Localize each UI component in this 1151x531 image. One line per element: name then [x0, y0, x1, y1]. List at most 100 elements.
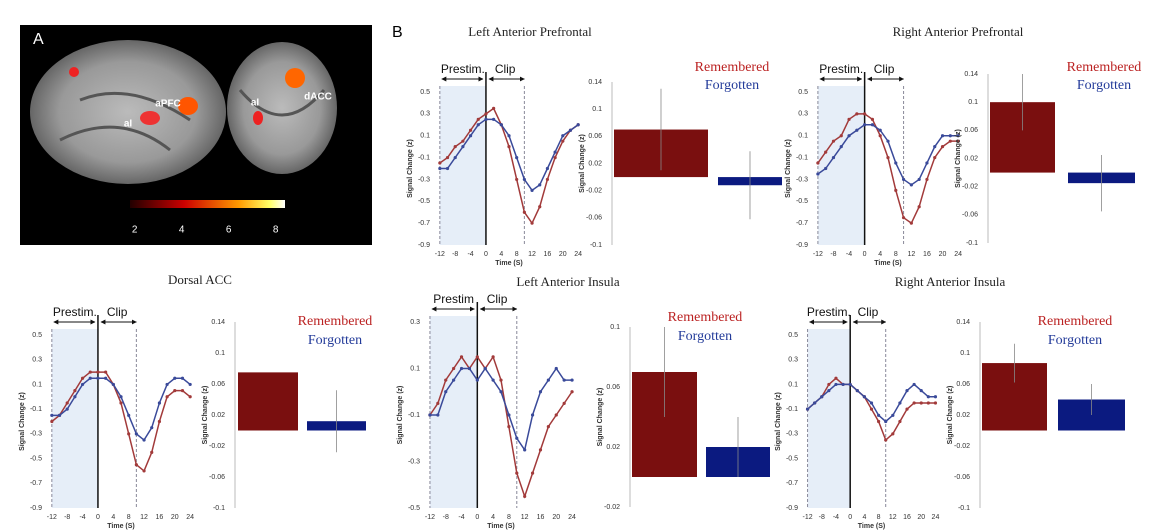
prestim-shade — [808, 329, 851, 508]
region-label: aI — [251, 98, 260, 109]
y-tick-label: -0.5 — [408, 505, 420, 512]
point — [507, 413, 510, 416]
legend-label: Remembered — [1038, 314, 1113, 329]
x-tick-label: 8 — [507, 514, 511, 521]
point — [871, 118, 874, 121]
point — [554, 151, 557, 154]
point — [898, 401, 901, 404]
point — [461, 140, 464, 143]
point — [492, 379, 495, 382]
point — [824, 167, 827, 170]
point — [484, 367, 487, 370]
x-tick-label: -8 — [443, 514, 449, 521]
point — [827, 383, 830, 386]
point — [884, 420, 887, 423]
y-tick-label: -0.5 — [786, 455, 798, 462]
chart-title: Left Anterior Prefrontal — [468, 24, 592, 39]
x-tick-label: 24 — [568, 514, 576, 521]
y-tick-label: -0.7 — [418, 220, 430, 227]
point — [530, 222, 533, 225]
point — [112, 383, 115, 386]
panel-label: A — [33, 31, 44, 48]
chart-title: Left Anterior Insula — [516, 274, 619, 289]
prestim-label: Prestim. — [441, 62, 485, 76]
point — [816, 172, 819, 175]
point — [902, 178, 905, 181]
x-tick-label: 4 — [111, 514, 115, 521]
y-tick-label: 0.1 — [592, 106, 602, 113]
point — [189, 383, 192, 386]
x-tick-label: -8 — [64, 514, 70, 521]
y-tick-label: 0.5 — [420, 89, 430, 96]
x-tick-label: 20 — [917, 514, 925, 521]
point — [570, 390, 573, 393]
x-tick-label: 16 — [156, 514, 164, 521]
y-tick-label: -0.5 — [796, 198, 808, 205]
point — [469, 129, 472, 132]
point — [569, 129, 572, 132]
y-tick-label: 0.3 — [420, 111, 430, 118]
point — [886, 156, 889, 159]
point — [894, 189, 897, 192]
point — [515, 472, 518, 475]
y-axis-label: Signal Change (z) — [397, 386, 404, 445]
point — [477, 118, 480, 121]
point — [150, 451, 153, 454]
y-axis-label: Signal Change (z) — [955, 129, 962, 188]
point — [58, 414, 61, 417]
point — [933, 156, 936, 159]
chart-title: Dorsal ACC — [168, 272, 232, 287]
point — [546, 178, 549, 181]
point — [436, 402, 439, 405]
point — [561, 134, 564, 137]
point — [905, 408, 908, 411]
x-tick-label: -12 — [813, 251, 823, 258]
point — [563, 379, 566, 382]
point — [806, 408, 809, 411]
point — [454, 156, 457, 159]
prestim-shade — [440, 86, 486, 245]
x-tick-label: 16 — [537, 514, 545, 521]
point — [927, 395, 930, 398]
x-axis-label: Time (S) — [107, 523, 135, 530]
region-label: aPFC — [155, 99, 181, 110]
y-tick-label: -0.1 — [418, 154, 430, 161]
y-tick-label: 0.3 — [410, 319, 420, 326]
point — [454, 145, 457, 148]
point — [918, 178, 921, 181]
point — [925, 178, 928, 181]
point — [910, 222, 913, 225]
point — [863, 112, 866, 115]
y-tick-label: 0.5 — [798, 89, 808, 96]
y-tick-label: 0.14 — [964, 71, 978, 78]
activation — [178, 97, 198, 115]
y-tick-label: 0.1 — [32, 381, 42, 388]
point — [438, 161, 441, 164]
sagittal-brain — [30, 40, 226, 184]
point — [927, 401, 930, 404]
x-tick-label: 0 — [484, 251, 488, 258]
y-tick-label: -0.1 — [408, 412, 420, 419]
point — [832, 140, 835, 143]
point — [515, 437, 518, 440]
x-tick-label: 0 — [475, 514, 479, 521]
point — [499, 379, 502, 382]
point — [879, 129, 882, 132]
activation — [253, 111, 263, 125]
x-tick-label: 24 — [954, 251, 962, 258]
point — [840, 134, 843, 137]
point — [127, 414, 130, 417]
point — [96, 377, 99, 380]
y-tick-label: -0.9 — [418, 242, 430, 249]
point — [898, 420, 901, 423]
prestim-shade — [52, 329, 98, 508]
point — [142, 438, 145, 441]
point — [934, 395, 937, 398]
y-tick-label: 0.06 — [588, 133, 602, 140]
legend-label: Forgotten — [1077, 78, 1131, 93]
point — [539, 390, 542, 393]
point — [538, 183, 541, 186]
y-tick-label: 0.14 — [211, 319, 225, 326]
y-axis-label: Signal Change (z) — [947, 386, 954, 445]
point — [834, 383, 837, 386]
